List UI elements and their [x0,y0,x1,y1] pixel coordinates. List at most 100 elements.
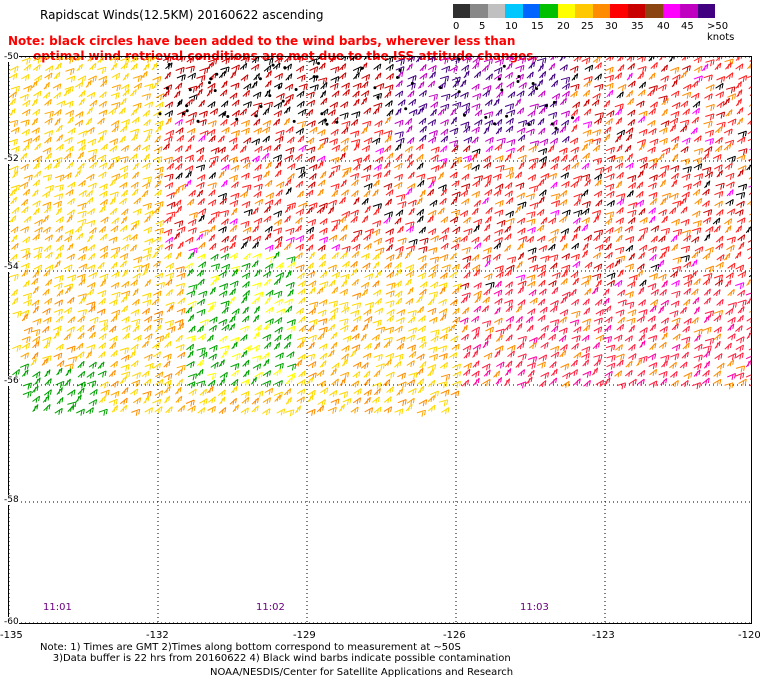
wind-barb [683,279,693,287]
wind-barb [209,242,217,250]
wind-barb [702,166,712,174]
wind-barb [727,333,736,341]
wind-barb [384,326,395,334]
wind-barb [197,278,205,286]
wind-barb [670,270,678,278]
wind-barb [154,272,164,280]
wind-barb [517,57,527,64]
wind-barb [130,181,139,189]
wind-barb [108,398,118,406]
wind-barb [397,225,404,234]
wind-barb [67,127,76,135]
wind-barb [165,236,174,244]
wind-barb [273,251,280,260]
wind-barb [671,343,681,351]
wind-barb [428,379,436,387]
wind-barb [207,372,217,380]
wind-barb [296,74,306,82]
wind-barb [219,371,228,379]
wind-barb [120,404,128,413]
wind-barb [350,406,359,414]
wind-barb [264,263,274,271]
wind-barb [581,162,590,170]
wind-barb [551,79,559,88]
wind-barb [527,356,538,364]
wind-barb [538,244,548,252]
legend-swatch [470,4,489,18]
wind-barb [649,323,657,332]
wind-barb [133,256,143,264]
wind-barb [505,288,513,296]
wind-barb [67,181,76,189]
wind-barb [551,93,561,101]
wind-barb [537,57,547,65]
wind-barb [100,381,109,389]
wind-barb [628,202,638,210]
wind-barb [573,326,582,334]
wind-barb [504,71,513,79]
wind-barb [450,108,457,116]
wind-barb [185,118,195,126]
wind-barb [264,387,274,395]
wind-barb [692,107,700,115]
wind-barb [196,81,204,90]
wind-barb [385,300,395,308]
wind-barb [439,333,448,341]
wind-barb [747,112,751,116]
wind-barb [561,291,571,299]
wind-barb [548,62,556,71]
wind-barb [561,82,570,90]
wind-barb [605,57,614,62]
wind-barb [111,246,121,254]
wind-barb [561,253,570,261]
wind-barb [670,110,680,118]
wind-barb [87,244,96,252]
wind-barb [505,217,515,225]
flag-dot [457,90,461,94]
wind-barb [672,228,683,236]
wind-barb [428,130,438,138]
wind-barb [617,316,625,324]
wind-barb [613,155,624,163]
wind-barb [42,355,52,363]
wind-barb [231,64,240,72]
wind-barb [517,227,526,235]
wind-barb [152,81,159,90]
wind-barb [570,359,578,367]
legend-tick-label: 45 [681,21,694,32]
wind-barb [163,228,173,236]
wind-barb [682,91,692,99]
wind-barb [185,65,195,73]
wind-barb [331,378,339,386]
wind-barb [483,111,494,119]
wind-barb [86,234,93,243]
wind-barb [581,346,591,354]
wind-barb [251,138,261,146]
wind-barb [648,215,656,224]
wind-barb [462,307,470,315]
wind-barb [155,335,165,343]
wind-barb [262,408,271,416]
wind-barb [44,234,53,242]
wind-barb [714,340,721,349]
wind-barb [295,127,304,135]
wind-barb [746,326,751,332]
wind-barb [461,183,471,191]
wind-barb [175,282,185,290]
wind-barb [749,213,751,216]
wind-barb [604,370,613,378]
wind-barb [636,181,644,189]
wind-barb [121,281,130,288]
wind-barb [218,270,227,278]
wind-barb [111,84,121,92]
wind-barb [109,138,119,146]
wind-barb [714,136,723,144]
wind-barb [616,91,624,99]
wind-barb [254,324,263,332]
wind-barb [430,235,439,243]
wind-barb [295,217,303,224]
wind-barb [716,75,726,83]
wind-barb [626,72,633,81]
wind-barb [144,315,153,323]
wind-barb [328,314,336,322]
